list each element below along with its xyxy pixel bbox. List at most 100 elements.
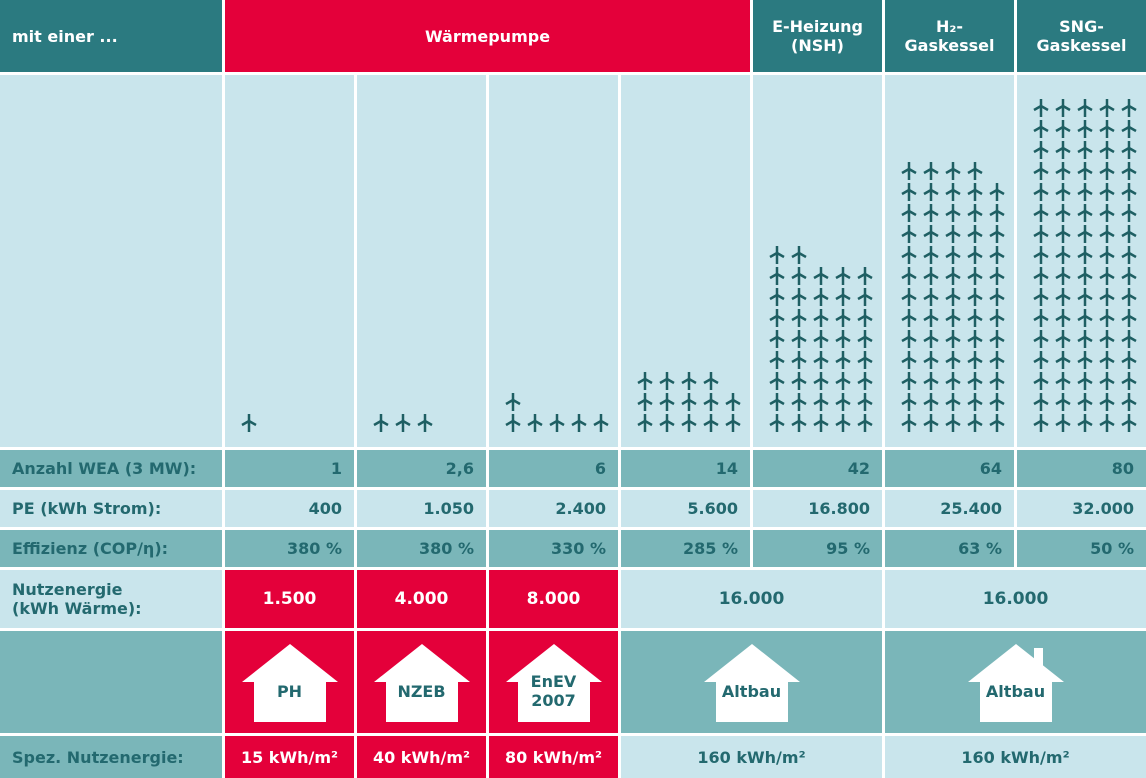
house-icon <box>241 644 338 722</box>
value: 4.000 <box>394 589 449 609</box>
house-label-box: NZEB <box>397 682 445 701</box>
turbine-icon <box>1077 120 1093 138</box>
turbine-icon <box>769 393 785 411</box>
value-cell: 16.000 <box>621 570 882 628</box>
turbine-icon <box>703 372 719 390</box>
turbine-icon <box>989 393 1005 411</box>
value: 64 <box>979 459 1002 478</box>
turbine-icon <box>923 372 939 390</box>
row-label: Effizienz (COP/η): <box>12 539 169 558</box>
value-cell: 8.000 <box>489 570 618 628</box>
turbine-icon <box>923 288 939 306</box>
turbine-cell <box>225 75 354 447</box>
turbine-icon <box>549 414 565 432</box>
turbine-icon <box>989 225 1005 243</box>
turbine-icon <box>967 309 983 327</box>
turbine-group <box>1033 99 1137 432</box>
house-cell: Altbau <box>885 631 1146 733</box>
header-label: H₂- <box>935 17 964 36</box>
turbine-icon <box>1121 162 1137 180</box>
value-cell: 42 <box>753 450 882 487</box>
value-cell: 4.000 <box>357 570 486 628</box>
turbine-icon <box>967 372 983 390</box>
value: 80 kWh/m² <box>504 747 603 767</box>
turbine-icon <box>1033 183 1049 201</box>
turbine-icon <box>769 246 785 264</box>
turbine-icon <box>637 393 653 411</box>
turbine-icon <box>703 393 719 411</box>
turbine-icon <box>813 393 829 411</box>
house-label: PH <box>276 681 303 701</box>
turbine-group <box>901 162 1005 432</box>
value-cell: 1 <box>225 450 354 487</box>
turbine-icon <box>813 330 829 348</box>
turbine-icon <box>1077 99 1093 117</box>
value: 14 <box>715 459 738 478</box>
empty-cell <box>0 75 222 447</box>
turbine-icon <box>901 393 917 411</box>
turbine-icon <box>1077 162 1093 180</box>
turbine-icon <box>945 204 961 222</box>
turbine-icon <box>923 267 939 285</box>
turbine-icon <box>1055 120 1071 138</box>
header-label: Gaskessel <box>1036 36 1127 55</box>
turbine-icon <box>769 309 785 327</box>
value-cell: 40 kWh/m² <box>357 736 486 778</box>
turbine-icon <box>527 414 543 432</box>
turbine-icon <box>681 372 697 390</box>
turbine-icon <box>967 330 983 348</box>
row-label-cell: PE (kWh Strom): <box>0 490 222 527</box>
value-cell: 64 <box>885 450 1014 487</box>
turbine-icon <box>901 162 917 180</box>
house-cell: EnEV 2007 <box>489 631 618 733</box>
turbine-icon <box>989 204 1005 222</box>
turbine-icon <box>1077 183 1093 201</box>
turbine-icon <box>1121 351 1137 369</box>
turbine-icon <box>571 414 587 432</box>
house-label: 2007 <box>531 691 576 710</box>
turbine-icon <box>1077 330 1093 348</box>
turbine-icon <box>769 414 785 432</box>
value: 1.050 <box>423 499 474 518</box>
header-cell: Wärmepumpe <box>225 0 750 72</box>
value: 42 <box>847 459 870 478</box>
turbine-icon <box>1055 183 1071 201</box>
turbine-icon <box>1033 141 1049 159</box>
turbine-icon <box>1121 120 1137 138</box>
turbine-icon <box>1121 99 1137 117</box>
turbine-group <box>505 393 609 432</box>
turbine-icon <box>725 393 741 411</box>
value: 8.000 <box>526 589 581 609</box>
turbine-icon <box>1121 330 1137 348</box>
house-label: EnEV <box>530 672 577 691</box>
turbine-icon <box>1055 204 1071 222</box>
turbine-icon <box>945 372 961 390</box>
turbine-icon <box>1033 267 1049 285</box>
row-label-cell: Nutzenergie (kWh Wärme): <box>0 570 222 628</box>
value: 95 % <box>826 539 870 558</box>
turbine-icon <box>791 288 807 306</box>
turbine-icon <box>1033 393 1049 411</box>
turbine-icon <box>1055 414 1071 432</box>
turbine-cell <box>753 75 882 447</box>
turbine-icon <box>659 372 675 390</box>
value: 1.500 <box>262 589 317 609</box>
turbine-icon <box>901 414 917 432</box>
turbine-icon <box>1055 267 1071 285</box>
turbine-icon <box>1077 414 1093 432</box>
turbine-icon <box>769 288 785 306</box>
value: 16.000 <box>982 589 1049 609</box>
turbine-icon <box>857 330 873 348</box>
house-label: Altbau <box>721 681 782 701</box>
value: 40 kWh/m² <box>372 747 471 767</box>
turbine-icon <box>1099 351 1115 369</box>
turbine-icon <box>1099 204 1115 222</box>
turbine-icon <box>659 393 675 411</box>
header-label: E-Heizung <box>772 17 863 36</box>
value-cell: 330 % <box>489 530 618 567</box>
turbine-icon <box>923 162 939 180</box>
turbine-icon <box>1099 246 1115 264</box>
turbine-icon <box>703 414 719 432</box>
turbine-icon <box>1055 288 1071 306</box>
turbine-icon <box>1077 267 1093 285</box>
